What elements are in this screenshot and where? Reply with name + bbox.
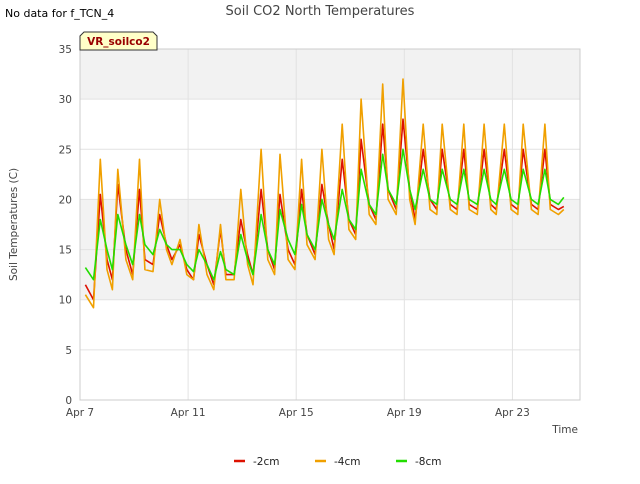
x-tick-label: Apr 7 [66,407,94,419]
series-layer [84,78,565,309]
x-tick-label: Apr 15 [279,407,314,419]
x-tick-label: Apr 19 [387,407,422,419]
y-axis-ticks: 0 5 10 15 20 25 30 35 [59,44,72,407]
x-axis-label: Time [551,424,578,436]
legend-label: -2cm [253,456,279,468]
y-tick-label: 15 [59,245,72,257]
y-tick-label: 35 [59,44,72,56]
series-line-neg8cm [84,148,565,281]
legend: -2cm -4cm -8cm [234,456,441,468]
y-tick-label: 0 [65,395,72,407]
x-tick-label: Apr 11 [171,407,206,419]
y-tick-label: 20 [59,194,72,206]
plot-frame [79,48,581,401]
y-tick-label: 10 [59,295,72,307]
x-axis-ticks: Apr 7 Apr 11 Apr 15 Apr 19 Apr 23 [66,407,530,419]
chart-title: Soil CO2 North Temperatures [226,4,415,19]
legend-label: -8cm [415,456,441,468]
x-tick-label: Apr 23 [495,407,530,419]
y-tick-label: 30 [59,94,72,106]
y-tick-label: 5 [65,345,72,357]
y-tick-label: 25 [59,144,72,156]
y-axis-label: Soil Temperatures (C) [8,168,20,281]
legend-label: -4cm [334,456,360,468]
no-data-note: No data for f_TCN_4 [5,7,115,20]
site-label: VR_soilco2 [87,36,150,48]
site-label-box: VR_soilco2 [79,31,158,51]
shaded-band [80,49,580,100]
